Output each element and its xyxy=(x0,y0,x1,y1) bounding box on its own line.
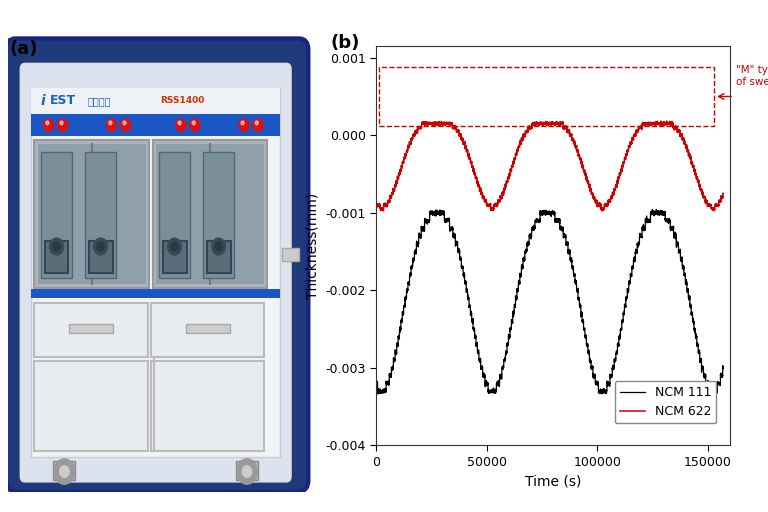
Bar xyxy=(38,144,146,284)
Circle shape xyxy=(176,119,186,132)
NCM 111 xyxy=(652,206,661,212)
Bar xyxy=(207,241,230,273)
Text: RSS1400: RSS1400 xyxy=(161,96,205,105)
Bar xyxy=(53,461,75,480)
NCM 111 xyxy=(520,257,529,263)
Bar xyxy=(186,324,230,333)
Text: (a): (a) xyxy=(9,40,38,58)
Text: "M" type
of swelling: "M" type of swelling xyxy=(737,65,768,87)
Bar xyxy=(31,114,280,136)
NCM 622 xyxy=(536,121,545,127)
NCM 622 xyxy=(718,190,727,197)
Bar xyxy=(45,241,68,273)
NCM 111 xyxy=(518,263,527,269)
Circle shape xyxy=(253,119,263,132)
NCM 111 xyxy=(372,378,381,385)
Bar xyxy=(35,361,147,451)
Circle shape xyxy=(242,466,252,477)
Circle shape xyxy=(255,121,258,125)
Circle shape xyxy=(215,242,223,251)
NCM 111 xyxy=(718,366,727,372)
Bar xyxy=(69,324,113,333)
Circle shape xyxy=(50,238,64,255)
Bar xyxy=(151,361,264,451)
Bar xyxy=(379,67,714,126)
FancyBboxPatch shape xyxy=(20,63,291,482)
Bar xyxy=(159,152,190,279)
NCM 622 xyxy=(656,118,665,124)
NCM 622 xyxy=(708,206,717,212)
Circle shape xyxy=(97,242,104,251)
Circle shape xyxy=(60,466,69,477)
Bar xyxy=(282,248,299,261)
X-axis label: Time (s): Time (s) xyxy=(525,475,581,488)
Circle shape xyxy=(123,121,126,125)
Text: 元能科技: 元能科技 xyxy=(88,96,111,106)
Circle shape xyxy=(121,119,131,132)
Circle shape xyxy=(58,119,68,132)
Line: NCM 622: NCM 622 xyxy=(376,121,723,211)
Circle shape xyxy=(107,119,117,132)
Bar xyxy=(236,461,258,480)
Circle shape xyxy=(170,242,178,251)
Bar xyxy=(35,140,149,288)
Circle shape xyxy=(212,238,226,255)
Circle shape xyxy=(192,121,195,125)
Text: i: i xyxy=(41,94,45,108)
Circle shape xyxy=(53,242,60,251)
Circle shape xyxy=(241,121,244,125)
Bar xyxy=(41,152,72,279)
Line: NCM 111: NCM 111 xyxy=(376,209,723,394)
Circle shape xyxy=(237,459,257,484)
Bar xyxy=(84,152,116,279)
Circle shape xyxy=(178,121,181,125)
Circle shape xyxy=(54,459,74,484)
NCM 622 xyxy=(520,133,529,139)
NCM 622 xyxy=(372,202,381,208)
FancyBboxPatch shape xyxy=(6,38,309,492)
Bar xyxy=(153,140,267,288)
Bar xyxy=(88,241,113,273)
Circle shape xyxy=(60,121,63,125)
NCM 111 xyxy=(537,210,546,216)
Circle shape xyxy=(44,119,54,132)
Circle shape xyxy=(109,121,112,125)
Text: (b): (b) xyxy=(330,34,359,52)
NCM 622 xyxy=(624,147,633,154)
NCM 622 xyxy=(690,172,700,178)
Bar xyxy=(156,144,264,284)
NCM 622 xyxy=(518,136,527,142)
Circle shape xyxy=(167,238,181,255)
NCM 111 xyxy=(373,391,382,397)
NCM 622 xyxy=(598,208,607,214)
Bar xyxy=(31,88,280,113)
Y-axis label: Thickness(mm): Thickness(mm) xyxy=(306,193,320,299)
NCM 111 xyxy=(624,287,633,293)
Circle shape xyxy=(46,121,49,125)
Bar xyxy=(203,152,234,279)
Bar xyxy=(163,241,187,273)
Text: EST: EST xyxy=(50,95,76,108)
Legend: NCM 111, NCM 622: NCM 111, NCM 622 xyxy=(615,381,717,423)
Circle shape xyxy=(94,238,108,255)
Bar xyxy=(35,303,147,357)
Circle shape xyxy=(190,119,200,132)
NCM 111 xyxy=(690,330,700,336)
Bar xyxy=(151,303,264,357)
Circle shape xyxy=(239,119,249,132)
Bar xyxy=(31,88,280,457)
Bar xyxy=(31,289,280,297)
NCM 111 xyxy=(708,387,717,393)
